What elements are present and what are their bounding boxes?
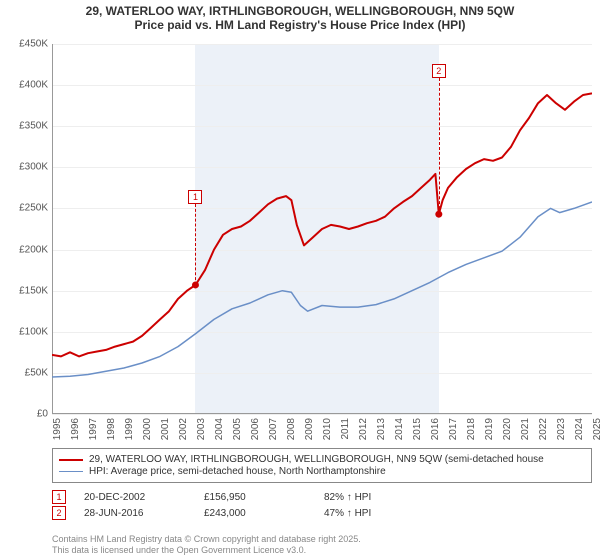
footer: Contains HM Land Registry data © Crown c… [52, 534, 361, 556]
line-plot [52, 44, 592, 414]
x-tick-label: 2015 [412, 418, 423, 440]
legend-item: HPI: Average price, semi-detached house,… [59, 466, 585, 477]
x-tick-label: 1999 [124, 418, 135, 440]
sale-marker-icon: 2 [52, 506, 66, 520]
legend-swatch-icon [59, 471, 83, 473]
sale-marker-icon: 1 [52, 490, 66, 504]
x-tick-label: 2013 [376, 418, 387, 440]
x-tick-label: 2020 [502, 418, 513, 440]
sale-delta: 82% ↑ HPI [324, 492, 444, 503]
x-tick-label: 1995 [52, 418, 63, 440]
x-tick-label: 2023 [556, 418, 567, 440]
x-tick-label: 2018 [466, 418, 477, 440]
x-tick-label: 2007 [268, 418, 279, 440]
x-tick-label: 2017 [448, 418, 459, 440]
x-tick-label: 1998 [106, 418, 117, 440]
title-line-1: 29, WATERLOO WAY, IRTHLINGBOROUGH, WELLI… [10, 4, 590, 18]
chart-area: £0£50K£100K£150K£200K£250K£300K£350K£400… [52, 44, 592, 414]
x-tick-label: 2006 [250, 418, 261, 440]
y-tick-label: £400K [19, 80, 48, 91]
x-tick-label: 2001 [160, 418, 171, 440]
x-tick-label: 2012 [358, 418, 369, 440]
x-tick-label: 2004 [214, 418, 225, 440]
legend-swatch-icon [59, 459, 83, 461]
y-tick-label: £50K [25, 367, 48, 378]
x-tick-label: 2009 [304, 418, 315, 440]
x-tick-label: 2016 [430, 418, 441, 440]
x-tick-label: 2019 [484, 418, 495, 440]
x-tick-label: 2025 [592, 418, 600, 440]
plot-region: £0£50K£100K£150K£200K£250K£300K£350K£400… [52, 44, 592, 414]
x-tick-label: 2014 [394, 418, 405, 440]
footer-line-2: This data is licensed under the Open Gov… [52, 545, 361, 556]
x-tick-label: 1996 [70, 418, 81, 440]
legend-label: 29, WATERLOO WAY, IRTHLINGBOROUGH, WELLI… [89, 454, 544, 465]
table-row: 1 20-DEC-2002 £156,950 82% ↑ HPI [52, 490, 592, 504]
legend-label: HPI: Average price, semi-detached house,… [89, 466, 386, 477]
x-tick-label: 2008 [286, 418, 297, 440]
sale-flag-icon: 1 [188, 190, 202, 204]
x-tick-label: 2002 [178, 418, 189, 440]
chart-container: 29, WATERLOO WAY, IRTHLINGBOROUGH, WELLI… [0, 0, 600, 560]
y-tick-label: £300K [19, 162, 48, 173]
x-tick-label: 2011 [340, 418, 351, 440]
y-tick-label: £0 [37, 409, 48, 420]
y-tick-label: £350K [19, 121, 48, 132]
legend: 29, WATERLOO WAY, IRTHLINGBOROUGH, WELLI… [52, 448, 592, 483]
title-line-2: Price paid vs. HM Land Registry's House … [10, 18, 590, 32]
sale-flag-icon: 2 [432, 64, 446, 78]
x-tick-label: 2010 [322, 418, 333, 440]
x-tick-label: 2022 [538, 418, 549, 440]
series-price_paid [52, 93, 592, 356]
x-tick-label: 2000 [142, 418, 153, 440]
sale-price: £243,000 [204, 508, 324, 519]
legend-item: 29, WATERLOO WAY, IRTHLINGBOROUGH, WELLI… [59, 454, 585, 465]
title-block: 29, WATERLOO WAY, IRTHLINGBOROUGH, WELLI… [0, 0, 600, 34]
sale-connector-line [439, 78, 440, 214]
y-tick-label: £100K [19, 326, 48, 337]
sale-price: £156,950 [204, 492, 324, 503]
table-row: 2 28-JUN-2016 £243,000 47% ↑ HPI [52, 506, 592, 520]
x-tick-label: 1997 [88, 418, 99, 440]
x-tick-label: 2024 [574, 418, 585, 440]
sale-connector-line [195, 204, 196, 285]
sales-table: 1 20-DEC-2002 £156,950 82% ↑ HPI 2 28-JU… [52, 488, 592, 522]
sale-delta: 47% ↑ HPI [324, 508, 444, 519]
x-tick-label: 2003 [196, 418, 207, 440]
sale-date: 28-JUN-2016 [84, 508, 204, 519]
y-tick-label: £150K [19, 285, 48, 296]
y-tick-label: £250K [19, 203, 48, 214]
y-tick-label: £450K [19, 39, 48, 50]
grid-line [52, 414, 592, 415]
footer-line-1: Contains HM Land Registry data © Crown c… [52, 534, 361, 545]
x-tick-label: 2005 [232, 418, 243, 440]
x-tick-label: 2021 [520, 418, 531, 440]
y-tick-label: £200K [19, 244, 48, 255]
sale-date: 20-DEC-2002 [84, 492, 204, 503]
